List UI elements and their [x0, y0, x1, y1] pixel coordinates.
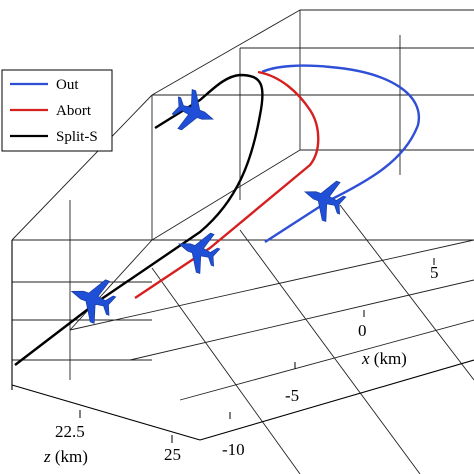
aircraft-group — [70, 88, 347, 324]
legend-label-out: Out — [56, 77, 79, 93]
fighter-jet-icon — [304, 180, 347, 223]
x-tick-label: 0 — [358, 321, 367, 340]
trajectory-split-s — [14, 73, 264, 366]
back-panel-grid — [11, 9, 474, 474]
trajectory-abort — [134, 70, 320, 299]
trajectory-out — [261, 64, 421, 244]
x-tick-label: -10 — [222, 440, 245, 459]
legend-label-abort: Abort — [56, 103, 92, 119]
z-axis: 22.5 25 z (km) — [43, 410, 181, 466]
z-tick-label: 22.5 — [55, 422, 85, 441]
trajectories — [14, 64, 421, 366]
fighter-jet-icon — [178, 232, 221, 275]
x-axis: 5 0 -5 -10 x (km) — [222, 258, 439, 459]
z-axis-title: z (km) — [43, 447, 88, 466]
x-axis-title: x (km) — [361, 349, 407, 368]
x-tick-label: 5 — [430, 263, 439, 282]
legend: Out Abort Split-S — [1, 69, 113, 152]
legend-label-split-s: Split-S — [56, 129, 98, 145]
fighter-jet-icon — [70, 279, 117, 324]
z-tick-label: 25 — [164, 445, 181, 464]
fighter-jet-icon — [171, 88, 214, 131]
x-tick-label: -5 — [285, 386, 299, 405]
axes-frame — [11, 240, 474, 441]
